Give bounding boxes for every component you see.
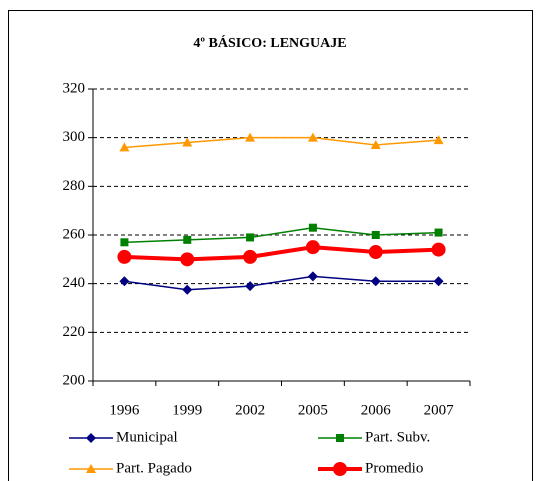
marker xyxy=(182,284,193,295)
y-tick-label: 320 xyxy=(63,80,86,96)
marker xyxy=(433,135,444,145)
marker xyxy=(305,240,320,255)
marker xyxy=(370,139,381,149)
series-line xyxy=(124,275,439,291)
x-tick-label: 1996 xyxy=(109,402,140,418)
chart-title: 4º BÁSICO: LENGUAJE xyxy=(193,34,346,51)
y-tick-label: 220 xyxy=(63,324,86,340)
y-tick-label: 300 xyxy=(63,129,86,145)
x-tick-label: 2006 xyxy=(361,402,392,418)
y-tick-label: 280 xyxy=(63,178,86,194)
marker xyxy=(117,249,132,264)
marker xyxy=(120,238,129,247)
series-line xyxy=(124,245,439,262)
marker xyxy=(370,276,381,287)
marker xyxy=(434,228,443,237)
marker xyxy=(246,233,255,242)
marker xyxy=(119,276,130,287)
marker xyxy=(307,132,318,142)
y-tick-label: 240 xyxy=(63,275,86,291)
marker xyxy=(307,271,318,282)
legend-marker xyxy=(333,462,347,476)
marker xyxy=(182,137,193,147)
marker xyxy=(180,252,195,267)
series-line xyxy=(124,226,439,244)
x-tick-label: 2002 xyxy=(235,402,265,418)
marker xyxy=(433,276,444,287)
x-tick-label: 2007 xyxy=(424,402,455,418)
marker xyxy=(368,245,383,260)
marker xyxy=(243,249,258,264)
legend-marker xyxy=(86,464,96,473)
marker xyxy=(245,281,256,292)
y-tick-label: 200 xyxy=(63,372,86,388)
legend-label: Part. Subv. xyxy=(365,429,430,445)
marker xyxy=(431,242,446,257)
legend-label: Part. Pagado xyxy=(116,460,192,476)
legend-label: Promedio xyxy=(365,460,423,476)
marker xyxy=(183,235,192,244)
marker xyxy=(308,223,317,232)
marker xyxy=(245,132,256,142)
chart-frame xyxy=(8,10,533,481)
x-tick-label: 2005 xyxy=(298,402,328,418)
marker xyxy=(371,231,380,239)
x-tick-label: 1999 xyxy=(172,402,202,418)
legend-marker xyxy=(336,434,344,442)
marker xyxy=(119,142,130,152)
legend-marker xyxy=(86,433,96,443)
series-line xyxy=(124,136,439,149)
y-tick-label: 260 xyxy=(63,226,86,242)
legend-label: Municipal xyxy=(116,429,178,445)
